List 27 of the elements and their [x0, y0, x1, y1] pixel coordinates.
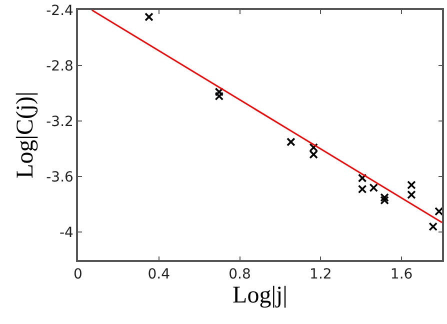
y-tick-label: -2.4 — [46, 2, 74, 19]
point — [309, 143, 318, 152]
point — [428, 222, 438, 232]
y-tick-label: -4 — [59, 225, 74, 242]
x-tick-label: 0.4 — [148, 266, 170, 283]
point — [407, 190, 416, 200]
point — [309, 150, 318, 159]
point — [380, 196, 389, 205]
point — [214, 92, 224, 101]
point — [434, 206, 442, 216]
x-tick-label: 0.8 — [228, 266, 251, 283]
point — [214, 88, 224, 96]
point — [380, 193, 389, 202]
x-tick-label: 1.2 — [310, 266, 332, 283]
point — [407, 180, 416, 190]
x-axis-title: Log|j| — [232, 282, 288, 309]
y-tick-label: -2.8 — [46, 58, 74, 74]
y-tick-label: -3.6 — [46, 170, 74, 186]
x-tick-label: 0 — [74, 266, 82, 283]
y-axis-title: Log|C(j)| — [12, 92, 39, 178]
point — [358, 184, 367, 194]
point — [286, 138, 296, 146]
x-tick-label: 1.6 — [390, 266, 413, 283]
point — [369, 183, 378, 192]
point — [358, 174, 367, 182]
y-tick-label: -3.2 — [46, 114, 74, 130]
point — [144, 12, 154, 22]
